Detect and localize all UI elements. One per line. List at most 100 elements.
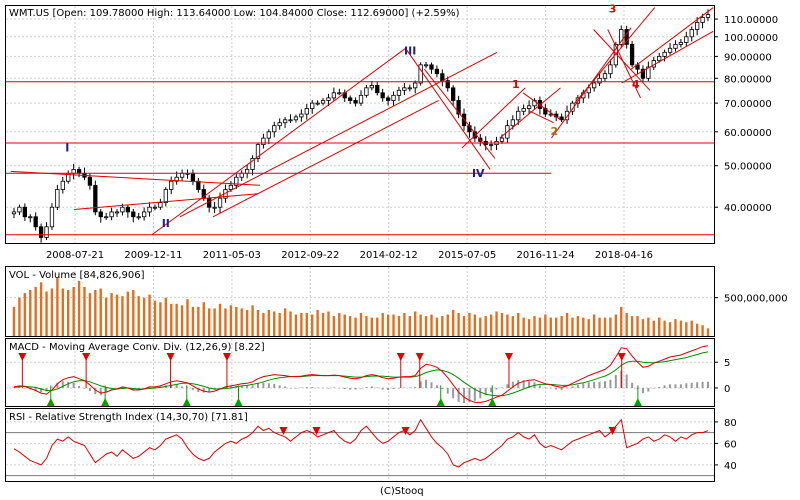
macd-histogram-bar (560, 387, 563, 391)
trendline (74, 193, 258, 211)
candle-body (499, 137, 505, 142)
volume-bar (251, 305, 254, 336)
volume-bar (207, 308, 211, 336)
tick-labels: 40.00000 50.00000 60.00000 70.00000 80.00000… (46, 15, 788, 472)
macd-histogram-bar (289, 387, 292, 389)
candle-body (158, 202, 163, 208)
price-tick-label: 60.00000 (724, 128, 772, 139)
candle-body (234, 176, 239, 186)
macd-histogram-bar (663, 385, 666, 388)
volume-bar (338, 313, 341, 336)
volume-bar (39, 282, 43, 336)
volume-bar (500, 313, 504, 336)
volume-bar (321, 313, 325, 336)
trendline (607, 29, 641, 99)
candle-body (136, 216, 141, 219)
volume-bar (473, 314, 477, 336)
candle-body (695, 22, 700, 30)
candle-body (304, 108, 309, 115)
volume-bar (359, 313, 363, 336)
macd-histogram-bar (349, 387, 352, 390)
volume-bar (273, 311, 276, 336)
macd-histogram-bar (473, 387, 476, 401)
volume-bar (554, 317, 558, 336)
macd-histogram-bar (625, 374, 628, 388)
candle-body (22, 206, 27, 218)
volume-bar (94, 290, 97, 336)
candle-body (705, 14, 711, 18)
candle-body (402, 87, 407, 91)
volume-bar (83, 286, 86, 336)
macd-histogram-bar (387, 387, 390, 391)
wave-label: I (65, 141, 69, 154)
volume-bar (517, 313, 520, 336)
candle-body (239, 172, 244, 178)
macd-histogram-bar (327, 387, 330, 389)
candle-body (190, 172, 196, 182)
volume-bar (462, 316, 466, 336)
candle-body (38, 226, 44, 238)
volume-bar (706, 328, 710, 336)
volume-bar (50, 288, 54, 336)
volume-bar (354, 317, 357, 336)
volume-bar (77, 280, 81, 336)
candle-body (315, 102, 320, 105)
volume-tick-label: 500,000,000 (724, 294, 788, 305)
macd-histogram-bar (414, 386, 417, 388)
candle-body (141, 211, 147, 218)
macd-sell-marker (18, 353, 27, 361)
candle-body (575, 97, 581, 104)
macd-histogram-bar (641, 387, 644, 394)
price-tick-label: 110.00000 (724, 15, 778, 26)
macd-histogram-bar (311, 386, 314, 388)
candle-body (11, 211, 17, 215)
volume-bar (435, 317, 439, 336)
macd-histogram-bar (446, 387, 449, 394)
candle-body (678, 42, 684, 45)
candle-body (385, 97, 391, 101)
trendline (10, 170, 260, 186)
rsi-overbought-marker (312, 427, 321, 435)
volume-bar (641, 319, 645, 336)
rsi-line (13, 418, 709, 468)
candle-body (114, 211, 120, 214)
candle-body (629, 43, 635, 66)
candle-body (152, 206, 158, 209)
volume-bar (620, 306, 623, 336)
rsi-panel (5, 408, 715, 482)
volume-bar (283, 308, 287, 336)
volume-bar (370, 317, 374, 336)
volume-bar (34, 286, 37, 336)
macd-histogram-bar (322, 387, 325, 389)
volume-bar (582, 317, 585, 336)
macd-histogram-bar (408, 387, 411, 388)
macd-histogram-bar (202, 387, 205, 393)
candle-body (445, 80, 450, 89)
candle-body (564, 110, 570, 121)
trendline (630, 7, 714, 70)
volume-bar (685, 322, 688, 336)
rsi-tick-label: 40 (724, 461, 737, 472)
date-tick-label: 2016-11-24 (517, 250, 575, 261)
volume-bar (175, 303, 178, 336)
candle-body (353, 100, 358, 104)
macd-lines (13, 345, 709, 406)
macd-histogram-bar (305, 386, 308, 388)
macd-histogram-bar (701, 381, 704, 388)
macd-histogram-bar (463, 387, 466, 403)
candle-body (104, 216, 109, 219)
macd-buy-marker (182, 398, 191, 406)
volume-bar (191, 306, 195, 336)
macd-sell-marker (82, 353, 91, 361)
candle-body (348, 97, 353, 101)
macd-histogram-bar (256, 383, 259, 388)
macd-histogram-bar (490, 387, 493, 393)
macd-histogram-bar (647, 387, 650, 392)
macd-histogram-bar (40, 387, 43, 393)
candle-body (640, 68, 646, 79)
volume-bar (132, 290, 135, 336)
volume-bar (414, 311, 417, 336)
volume-bar (256, 309, 260, 336)
macd-histogram-bar (170, 384, 173, 388)
macd-histogram-bar (18, 386, 21, 388)
